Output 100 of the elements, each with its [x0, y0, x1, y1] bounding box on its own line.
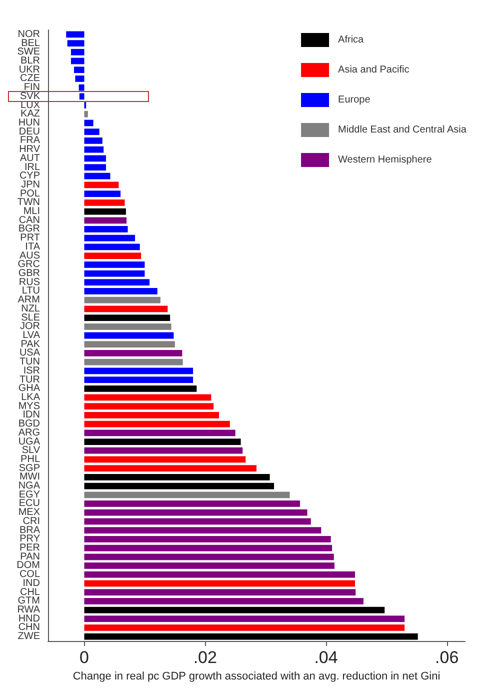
- y-tick-label: HUN: [18, 117, 40, 128]
- y-tick-label: LTU: [22, 286, 40, 297]
- bar: [84, 172, 110, 180]
- y-tick-label: BGD: [18, 418, 40, 430]
- bar: [84, 624, 405, 631]
- bar: [84, 562, 334, 569]
- bar: [79, 93, 84, 100]
- y-tick-label: ITA: [25, 241, 40, 252]
- bar: [84, 341, 175, 348]
- y-tick-label: GHA: [18, 383, 40, 394]
- bar: [84, 110, 88, 118]
- y-tick-label: SGP: [18, 462, 40, 474]
- y-tick-label: MWI: [19, 472, 40, 483]
- bar: [84, 571, 356, 578]
- bar: [84, 226, 128, 232]
- y-tick-label: TUR: [19, 374, 40, 386]
- bar: [84, 323, 172, 330]
- bar: [84, 598, 364, 604]
- y-tick-label: GBR: [18, 268, 40, 280]
- y-tick-label: ARM: [18, 294, 40, 306]
- legend-label: Europe: [338, 94, 371, 106]
- y-tick-label: MYS: [18, 400, 40, 412]
- bar: [84, 138, 102, 144]
- x-tick-label: .02: [193, 648, 217, 667]
- bar: [84, 580, 356, 587]
- bar: [78, 84, 84, 91]
- y-tick-label: CHN: [18, 622, 40, 634]
- bar: [84, 482, 274, 490]
- bar: [84, 518, 311, 525]
- bar: [84, 536, 331, 542]
- bar: [84, 314, 170, 321]
- y-tick-label: BLR: [20, 55, 40, 66]
- y-tick-label: IDN: [22, 410, 40, 421]
- bar: [84, 128, 100, 136]
- bar: [84, 350, 182, 356]
- bar: [66, 31, 84, 38]
- y-tick-label: KAZ: [20, 108, 40, 120]
- y-tick-label: HND: [18, 613, 40, 624]
- x-tick-label: .04: [314, 648, 338, 667]
- bar: [84, 164, 106, 170]
- y-tick-label: LKA: [21, 392, 40, 403]
- y-tick-label: PRT: [20, 232, 40, 244]
- bar: [84, 358, 183, 366]
- bar: [84, 244, 140, 250]
- y-tick-label: ISR: [23, 365, 40, 376]
- y-tick-label: NOR: [18, 28, 40, 40]
- y-tick-label: ARG: [18, 427, 40, 438]
- bar: [70, 58, 84, 64]
- bar: [84, 146, 104, 153]
- y-tick-label: PAK: [20, 338, 40, 350]
- bar: [84, 120, 94, 126]
- y-tick-label: FRA: [20, 135, 40, 146]
- bar: [67, 40, 84, 46]
- y-tick-label: DEU: [18, 126, 40, 138]
- y-tick-label: TWN: [17, 197, 40, 208]
- y-tick-label: SLV: [22, 445, 40, 456]
- y-tick-label: JPN: [21, 179, 40, 190]
- y-tick-label: ZWE: [18, 631, 40, 642]
- x-tick-label: 0: [80, 648, 89, 667]
- bar: [84, 465, 256, 472]
- y-tick-label: BGR: [18, 224, 40, 235]
- y-tick-label: AUT: [20, 152, 40, 164]
- bar: [84, 368, 194, 374]
- y-tick-label: POL: [20, 188, 40, 200]
- y-tick-label: SVK: [20, 90, 40, 102]
- bar: [84, 616, 405, 622]
- y-tick-label: JOR: [20, 321, 40, 332]
- y-tick-label: RWA: [17, 604, 40, 616]
- bar: [84, 261, 145, 268]
- y-tick-label: SWE: [17, 46, 40, 58]
- y-tick-label: GRC: [18, 259, 40, 270]
- bar: [84, 403, 214, 410]
- y-tick-label: CAN: [18, 214, 40, 226]
- bar: [84, 412, 220, 418]
- x-axis-title: Change in real pc GDP growth associated with an avg. reduction in net Gini: [72, 670, 440, 682]
- y-tick-label: PAN: [20, 551, 40, 562]
- y-tick-label: CYP: [19, 170, 40, 182]
- legend-label: Western Hemisphere: [338, 154, 432, 166]
- y-tick-label: UKR: [18, 64, 40, 76]
- y-tick-label: NZL: [21, 303, 40, 314]
- y-tick-label: IND: [22, 578, 40, 589]
- y-tick-label: SLE: [21, 312, 40, 324]
- bar: [74, 66, 84, 74]
- bar: [84, 438, 241, 445]
- y-tick-label: GTM: [18, 596, 40, 607]
- bar: [84, 190, 121, 198]
- bar: [84, 376, 194, 383]
- bar: [70, 48, 84, 56]
- bar: [84, 234, 136, 242]
- y-tick-label: PER: [19, 542, 40, 554]
- y-tick-label: CZE: [20, 73, 40, 84]
- y-tick-label: NGA: [18, 480, 40, 492]
- y-tick-label: PRY: [20, 534, 40, 545]
- bar: [84, 474, 270, 480]
- bar: [84, 509, 308, 516]
- bar: [84, 633, 418, 640]
- bar: [84, 270, 145, 277]
- bar: [84, 492, 290, 498]
- bar: [84, 544, 332, 552]
- bar: [84, 456, 246, 463]
